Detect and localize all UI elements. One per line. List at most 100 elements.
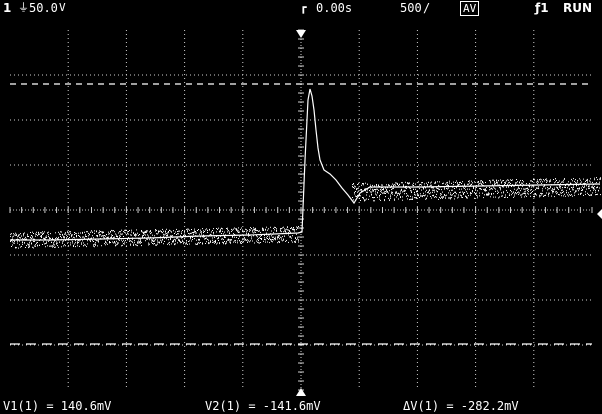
trace-noise-dot [492, 184, 493, 186]
trace-noise-dot [448, 197, 449, 199]
trace-noise-dot [47, 245, 48, 247]
trace-noise-dot [59, 241, 60, 243]
trace-noise-dot [48, 236, 49, 238]
trace-noise-dot [80, 236, 81, 238]
trace-noise-dot [506, 180, 507, 182]
trace-noise-dot [463, 193, 464, 195]
trace-noise-dot [589, 180, 590, 182]
trace-noise-dot [45, 243, 46, 245]
trace-noise-dot [523, 188, 524, 190]
trace-noise-dot [410, 190, 411, 192]
trace-noise-dot [380, 188, 381, 190]
trace-noise-dot [446, 185, 447, 187]
trace-noise-dot [373, 189, 374, 191]
trace-noise-dot [435, 181, 436, 183]
trace-noise-dot [415, 194, 416, 196]
trace-noise-dot [434, 191, 435, 193]
trace-noise-dot [600, 194, 601, 196]
trace-noise-dot [572, 195, 573, 197]
trace-noise-dot [153, 240, 154, 242]
trace-noise-dot [523, 192, 524, 194]
trace-noise-dot [27, 235, 28, 237]
trace-noise-dot [446, 188, 447, 189]
trace-noise-dot [427, 195, 428, 197]
trace-noise-dot [219, 243, 220, 245]
trace-noise-dot [465, 189, 466, 191]
trace-noise-dot [466, 196, 467, 198]
trace-noise-dot [49, 245, 50, 247]
trace-noise-dot [544, 180, 545, 182]
trace-noise-dot [472, 182, 473, 184]
trace-noise-dot [470, 184, 471, 186]
trace-noise-dot [562, 181, 563, 183]
trace-noise-dot [531, 192, 532, 194]
trace-noise-dot [224, 237, 225, 238]
trace-noise-dot [570, 194, 571, 196]
trace-noise-dot [539, 179, 540, 181]
trace-noise-dot [151, 241, 152, 243]
trace-noise-dot [212, 239, 213, 241]
trace-noise-dot [398, 198, 399, 200]
trace-noise-dot [118, 232, 119, 234]
trace-noise-dot [245, 238, 246, 240]
trace-noise-dot [256, 229, 257, 231]
trace-noise-dot [377, 192, 378, 194]
trace-noise-dot [372, 197, 373, 198]
trace-noise-dot [514, 193, 515, 195]
trace-noise-dot [227, 227, 228, 229]
trace-noise-dot [486, 193, 487, 195]
trace-noise-dot [134, 234, 135, 236]
trace-noise-dot [466, 191, 467, 193]
trace-noise-dot [563, 179, 564, 181]
trace-noise-dot [408, 195, 409, 197]
trace-noise-dot [193, 232, 194, 234]
trace-noise-dot [254, 228, 255, 230]
trace-noise-dot [171, 231, 172, 233]
trace-noise-dot [591, 194, 592, 196]
trace-noise-dot [432, 187, 433, 189]
trace-noise-dot [353, 199, 354, 201]
trace-noise-dot [569, 188, 570, 190]
trace-noise-dot [234, 240, 235, 242]
trace-noise-dot [501, 181, 502, 183]
trace-noise-dot [426, 182, 427, 184]
trace-noise-dot [405, 190, 406, 192]
trace-noise-dot [163, 235, 164, 237]
trace-noise-dot [418, 194, 419, 196]
trace-noise-dot [125, 232, 126, 234]
trace-noise-dot [59, 233, 60, 235]
trace-noise-dot [548, 192, 549, 194]
trace-noise-dot [140, 240, 141, 242]
trace-noise-dot [132, 241, 133, 243]
trace-noise-dot [140, 238, 141, 240]
trace-noise-dot [58, 246, 59, 248]
trace-noise-dot [407, 194, 408, 196]
trace-noise-dot [50, 245, 51, 247]
trace-noise-dot [577, 181, 578, 183]
trace-noise-dot [420, 193, 421, 195]
trace-noise-dot [554, 189, 555, 191]
trace-noise-dot [291, 240, 292, 242]
trace-noise-dot [387, 187, 388, 189]
trace-noise-dot [583, 194, 584, 196]
trace-noise-dot [506, 186, 507, 188]
trace-noise-dot [16, 234, 17, 236]
trace-noise-dot [407, 182, 408, 184]
trace-noise-dot [511, 191, 512, 193]
trace-noise-dot [435, 196, 436, 198]
trace-noise-dot [425, 198, 426, 200]
trace-noise-dot [509, 195, 510, 196]
trace-noise-dot [585, 180, 586, 182]
trace-noise-dot [526, 195, 527, 197]
trace-noise-dot [63, 240, 64, 242]
trace-noise-dot [83, 236, 84, 238]
trace-noise-dot [17, 236, 18, 238]
trace-noise-dot [498, 197, 499, 199]
trace-noise-dot [141, 231, 142, 233]
trace-noise-dot [562, 192, 563, 193]
trace-noise-dot [58, 231, 59, 233]
trace-noise-dot [217, 238, 218, 240]
trace-noise-dot [169, 241, 170, 243]
trace-noise-dot [127, 239, 128, 241]
